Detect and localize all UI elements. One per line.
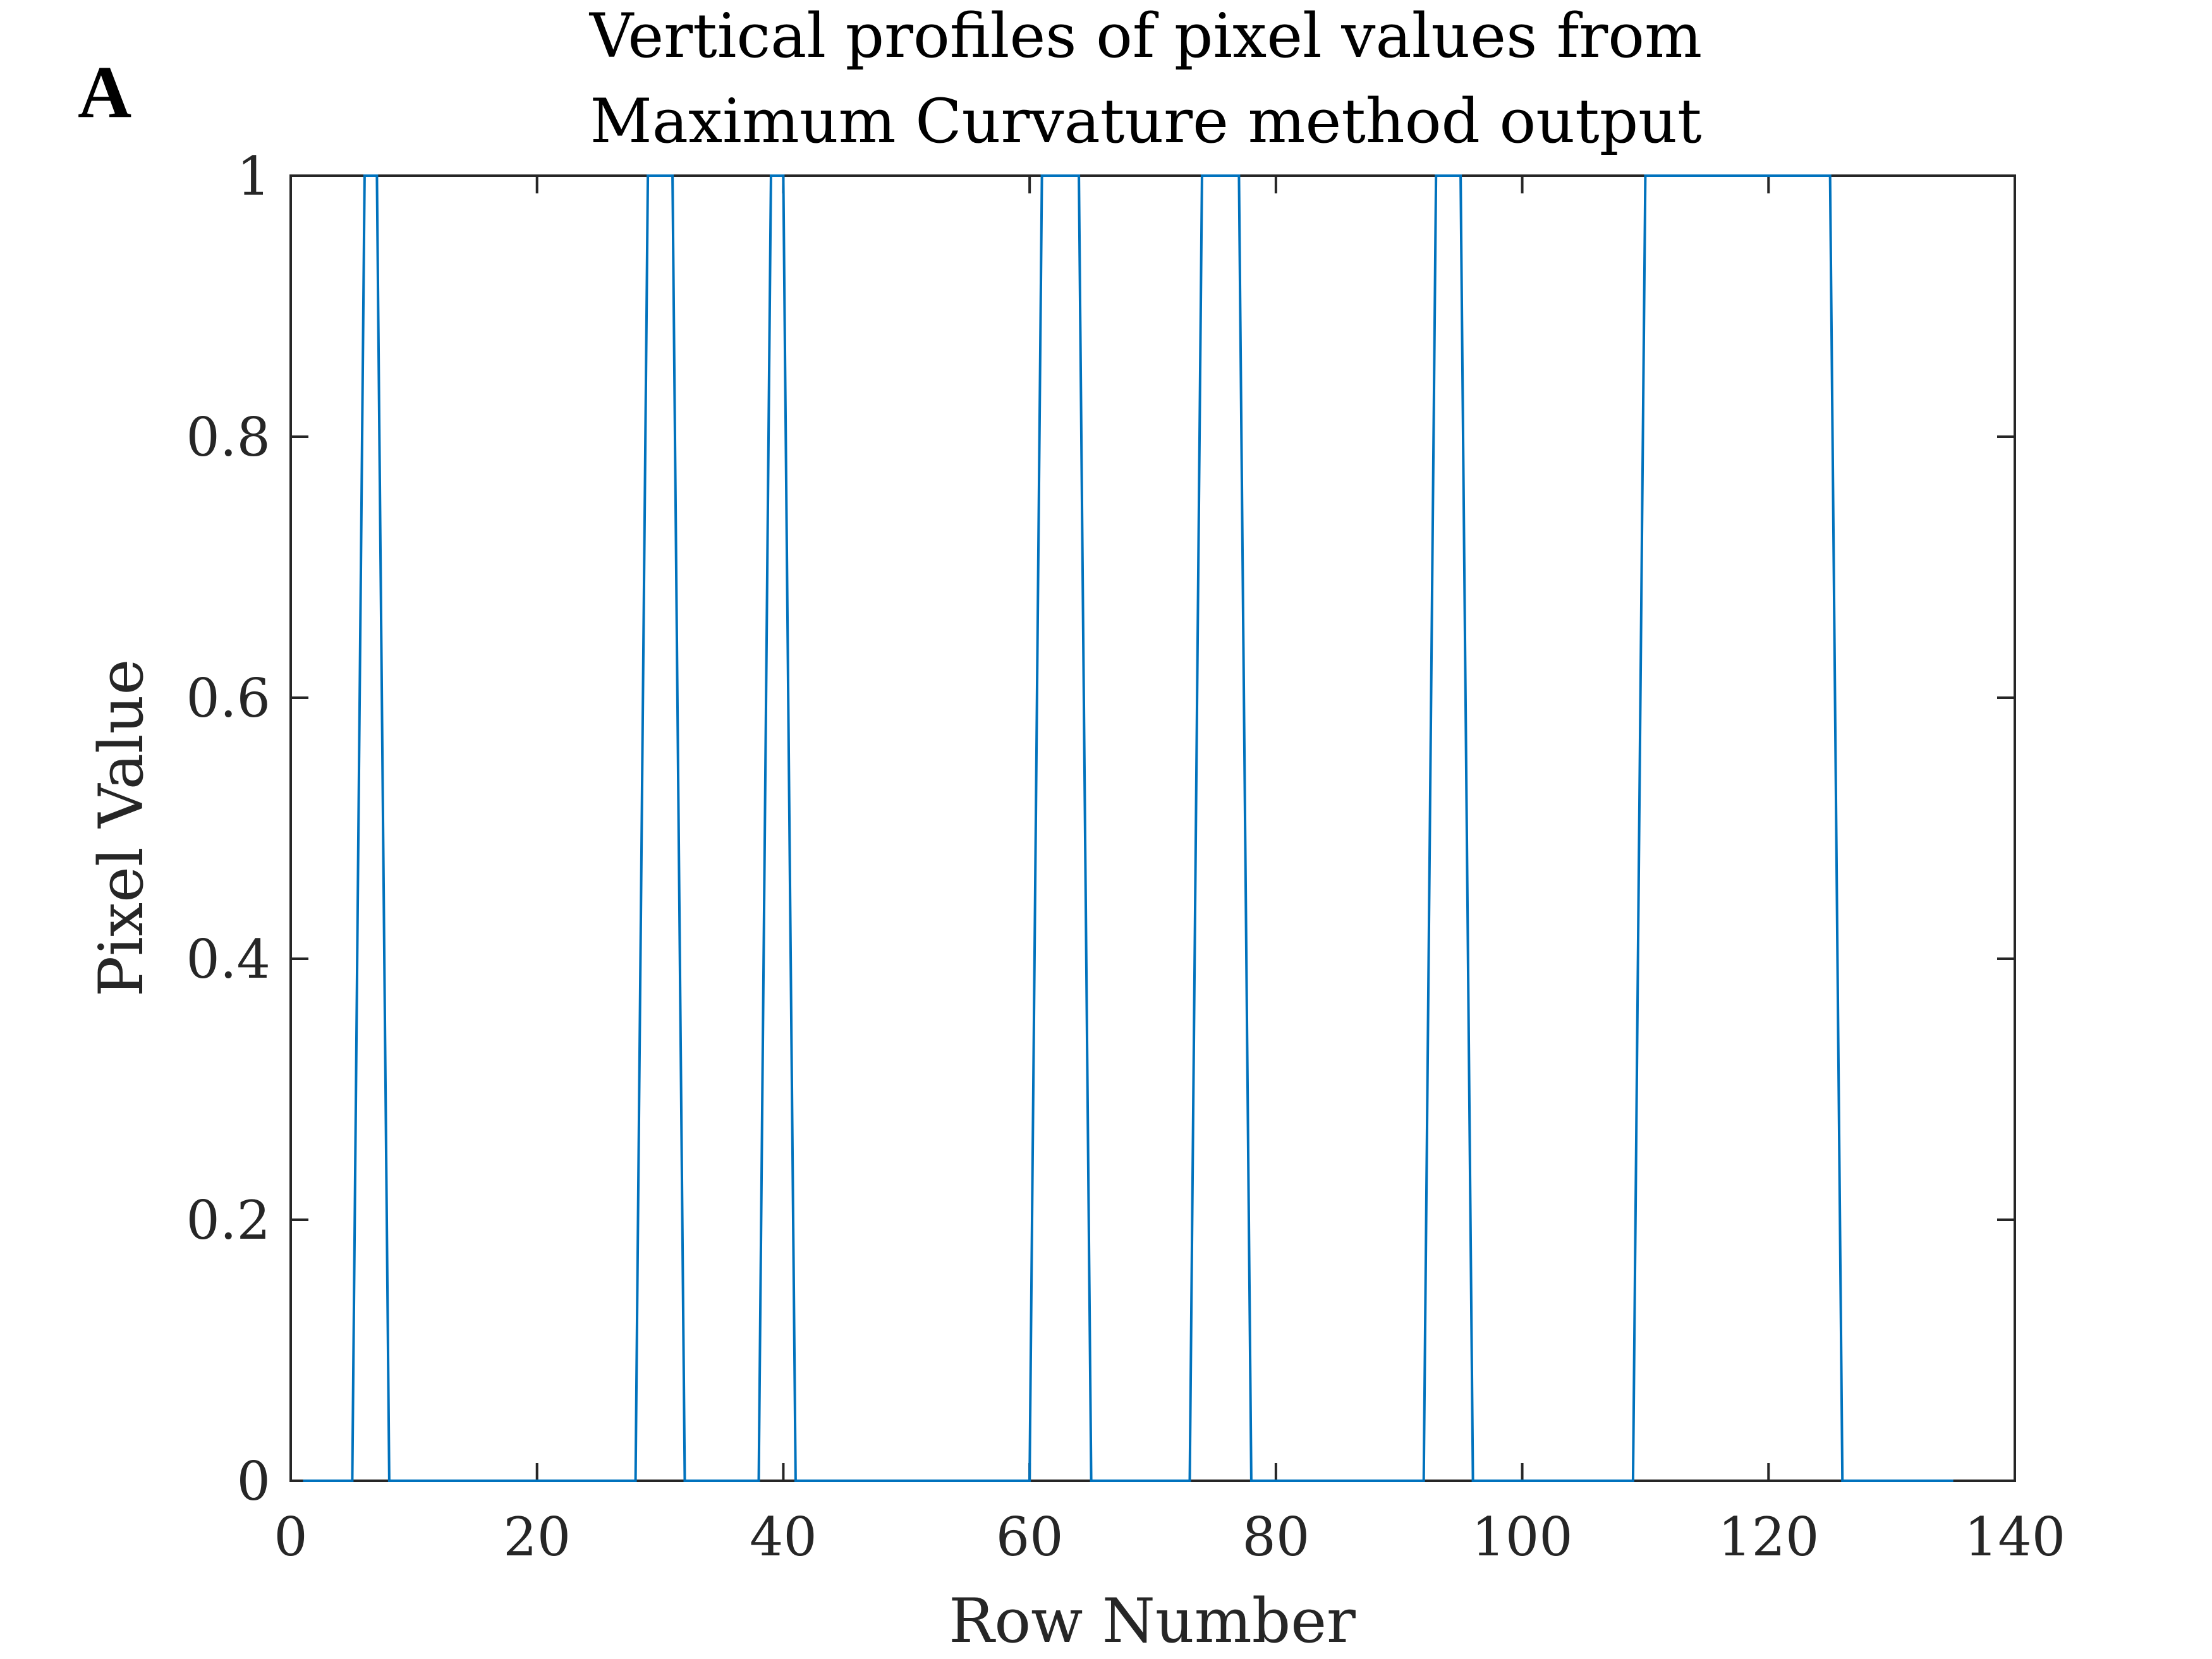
chart-title-line-2: Maximum Curvature method output xyxy=(590,86,1701,157)
y-tick-label: 0.2 xyxy=(186,1189,270,1251)
x-tick-label: 140 xyxy=(1964,1506,2065,1568)
y-tick-label: 0.6 xyxy=(186,667,270,729)
y-tick-label: 0.8 xyxy=(186,406,270,468)
x-tick-label: 40 xyxy=(750,1506,817,1568)
x-tick-label: 0 xyxy=(274,1506,307,1568)
x-axis: 0 20 40 60 80 100 120 140 xyxy=(274,176,2065,1568)
y-tick-label: 1 xyxy=(237,145,270,207)
y-axis-label: Pixel Value xyxy=(86,659,157,997)
chart-title-line-1: Vertical profiles of pixel values from xyxy=(589,1,1702,71)
y-tick-label: 0.4 xyxy=(186,928,270,990)
pixel-value-profile-line xyxy=(303,174,1954,1482)
x-tick-label: 80 xyxy=(1242,1506,1310,1568)
y-tick-label: 0 xyxy=(237,1450,270,1512)
x-tick-label: 60 xyxy=(996,1506,1064,1568)
plot-area xyxy=(289,174,2016,1482)
x-axis-label: Row Number xyxy=(949,1586,1356,1656)
x-tick-label: 120 xyxy=(1718,1506,1819,1568)
y-axis: 0 0.2 0.4 0.6 0.8 1 xyxy=(186,145,2015,1512)
panel-label: A xyxy=(78,51,131,133)
x-tick-label: 20 xyxy=(503,1506,571,1568)
x-tick-label: 100 xyxy=(1471,1506,1572,1568)
